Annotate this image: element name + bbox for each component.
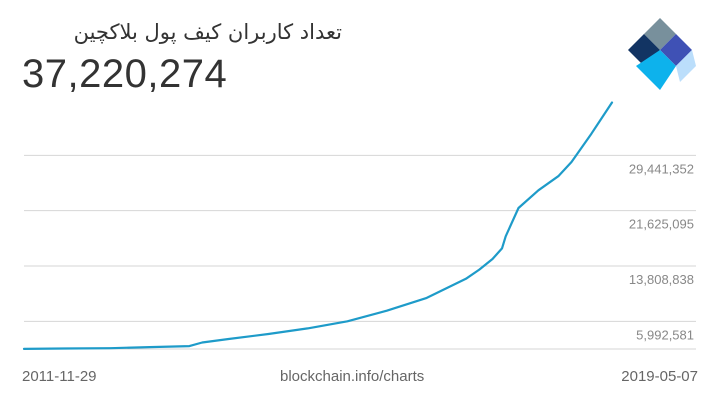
chart-title: تعداد کاربران کیف پول بلاکچین [73,20,342,44]
blockchain-diamond-logo-icon [628,18,696,90]
y-axis-ticks: 5,992,581 13,808,838 21,625,095 29,441,352 [629,161,694,342]
y-tick-label: 13,808,838 [629,272,694,287]
grid-lines [24,154,696,350]
y-tick-label: 21,625,095 [629,217,694,232]
y-tick-label: 29,441,352 [629,161,694,176]
chart-source-link[interactable]: blockchain.info/charts [280,368,425,385]
headline-value: 37,220,274 [22,52,228,96]
x-end-date: 2019-05-07 [621,368,698,385]
y-tick-label: 5,992,581 [636,327,694,342]
x-start-date: 2011-11-29 [22,368,97,385]
series-line-users [22,101,614,350]
